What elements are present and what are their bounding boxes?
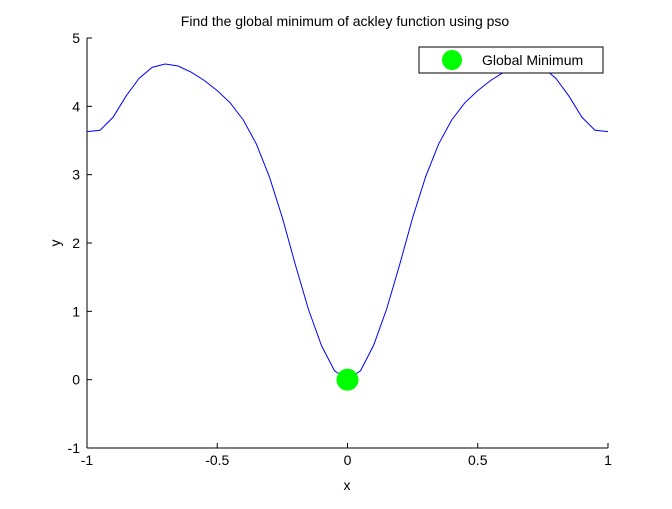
y-tick-label: 4	[72, 98, 80, 114]
y-tick-label: 3	[72, 167, 80, 183]
plot-area	[86, 63, 609, 391]
legend-marker-global-minimum	[442, 50, 462, 70]
x-tick-label: -0.5	[205, 452, 229, 468]
y-axis-label: y	[47, 240, 63, 247]
global-minimum-marker	[336, 368, 359, 391]
x-tick-label: -1	[81, 452, 94, 468]
legend-label-global-minimum: Global Minimum	[482, 52, 583, 68]
ticks: -1 -0.5 0 0.5 1 -1 0 1 2 3 4 5	[68, 30, 613, 468]
y-tick-label: -1	[68, 440, 81, 456]
y-tick-label: 1	[72, 303, 80, 319]
legend: Global Minimum	[418, 46, 604, 74]
y-tick-label: 0	[72, 372, 80, 388]
x-axis-label: x	[344, 477, 351, 493]
y-tick-label: 2	[72, 235, 80, 251]
x-tick-label: 0.5	[468, 452, 488, 468]
ackley-curve	[86, 63, 609, 381]
x-tick-label: 0	[344, 452, 352, 468]
y-tick-label: 5	[72, 30, 80, 46]
chart-title: Find the global minimum of ackley functi…	[181, 13, 510, 29]
x-tick-label: 1	[604, 452, 612, 468]
